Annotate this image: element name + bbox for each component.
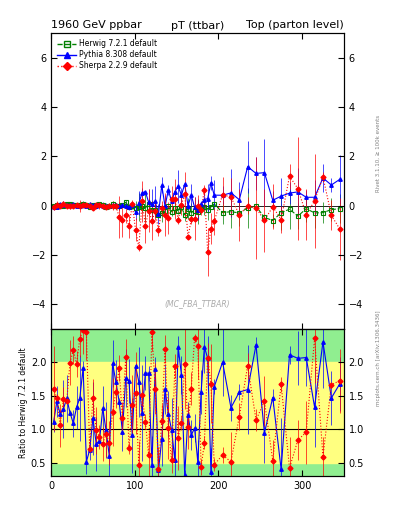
Legend: Herwig 7.2.1 default, Pythia 8.308 default, Sherpa 2.2.9 default: Herwig 7.2.1 default, Pythia 8.308 defau…: [55, 37, 160, 73]
Text: 1960 GeV ppbar: 1960 GeV ppbar: [51, 19, 142, 30]
Y-axis label: Ratio to Herwig 7.2.1 default: Ratio to Herwig 7.2.1 default: [19, 347, 28, 458]
Text: Rivet 3.1.10, ≥ 100k events: Rivet 3.1.10, ≥ 100k events: [376, 115, 380, 192]
Text: mcplots.cern.ch [arXiv:1306.3436]: mcplots.cern.ch [arXiv:1306.3436]: [376, 311, 380, 406]
Title: pT (ttbar): pT (ttbar): [171, 21, 224, 31]
Text: (MC_FBA_TTBAR): (MC_FBA_TTBAR): [165, 299, 230, 308]
Text: Top (parton level): Top (parton level): [246, 19, 344, 30]
